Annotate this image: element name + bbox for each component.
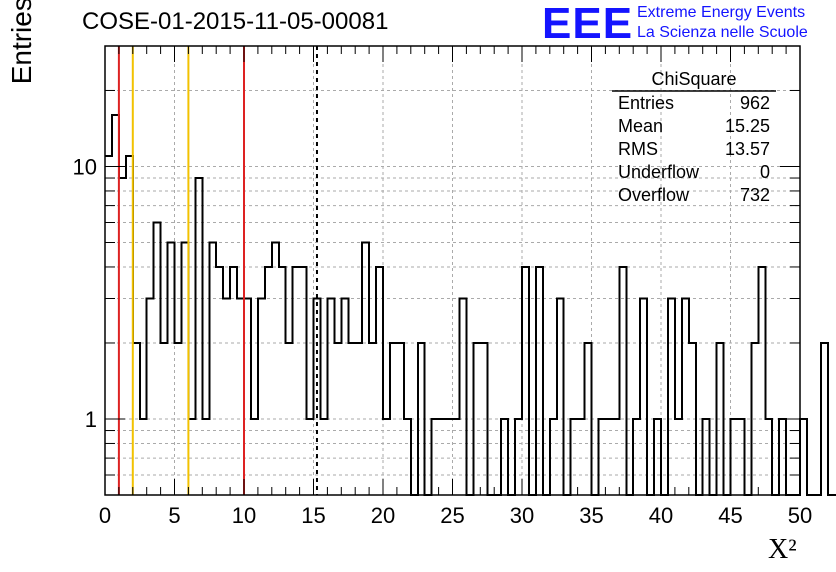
x-tick-label: 5	[168, 503, 180, 528]
org-name-line1: Extreme Energy Events	[637, 4, 806, 21]
x-tick-label: 50	[788, 503, 812, 528]
x-tick-label: 0	[99, 503, 111, 528]
stats-row-overflow: Overflow 732	[618, 185, 770, 206]
x-tick-label: 15	[301, 503, 325, 528]
stats-value: 15.25	[724, 116, 770, 136]
org-name-line2: La Scienza nelle Scuole	[637, 24, 808, 41]
y-tick-label: 10	[73, 154, 97, 179]
x-tick-label: 35	[579, 503, 603, 528]
x-tick-label: 30	[510, 503, 534, 528]
stats-row-entries: Entries 962	[618, 93, 770, 114]
stats-label: Entries	[618, 93, 675, 113]
histogram-line	[105, 113, 836, 496]
stats-value: 0	[759, 162, 770, 182]
stats-value: 962	[739, 93, 770, 113]
x-tick-label: 40	[649, 503, 673, 528]
stats-label: Overflow	[618, 185, 690, 205]
stats-label: Mean	[618, 116, 664, 136]
x-tick-label: 10	[232, 503, 256, 528]
eee-logo: EEE	[542, 0, 634, 48]
x-tick-label: 20	[371, 503, 395, 528]
stats-value: 732	[739, 185, 770, 205]
stats-row-rms: RMS 13.57	[618, 139, 770, 160]
stats-label: RMS	[618, 139, 658, 159]
y-tick-label: 1	[85, 407, 97, 432]
run-title: COSE-01-2015-11-05-00081	[82, 8, 389, 35]
stats-row-mean: Mean 15.25	[618, 116, 770, 137]
stats-value: 13.57	[724, 139, 770, 159]
stats-row-underflow: Underflow 0	[618, 162, 770, 183]
x-tick-label: 45	[718, 503, 742, 528]
stats-box-title: ChiSquare	[651, 69, 737, 89]
x-tick-label: 25	[440, 503, 464, 528]
x-axis-label: X²	[768, 534, 797, 565]
stats-label: Underflow	[618, 162, 700, 182]
